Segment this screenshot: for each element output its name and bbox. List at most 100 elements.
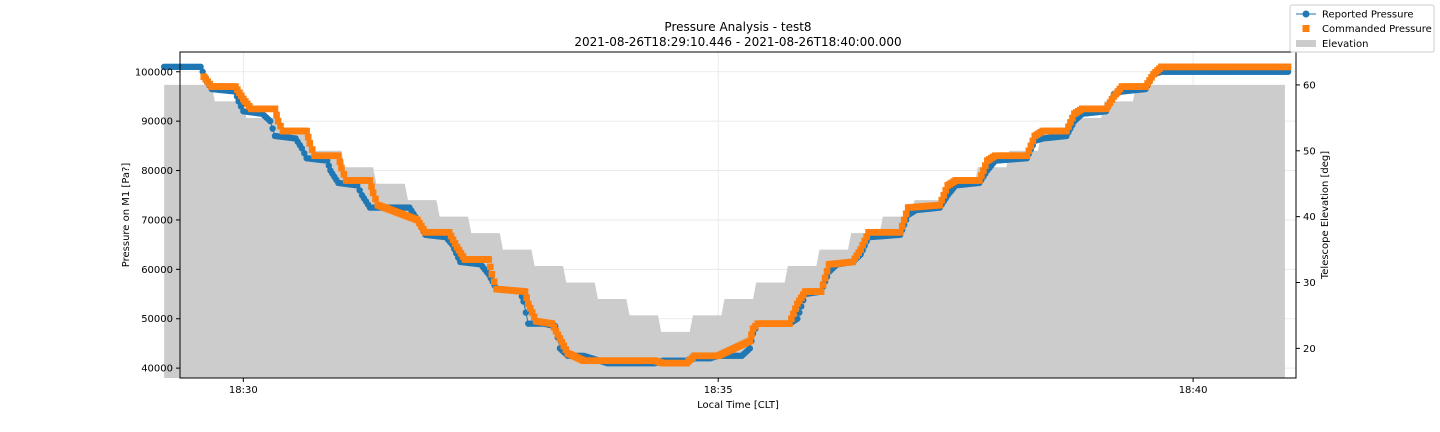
commanded-pressure-point (556, 335, 564, 342)
commanded-pressure-point (1029, 137, 1037, 145)
y-tick-label: 70000 (141, 215, 173, 226)
plot-frame (179, 51, 1297, 379)
commanded-pressure-point (548, 320, 556, 327)
commanded-pressure-point (485, 256, 492, 263)
commanded-pressure-point (978, 172, 985, 179)
commanded-pressure-point (558, 338, 566, 346)
commanded-pressure-point (896, 228, 904, 236)
commanded-pressure-point (560, 342, 568, 350)
y-tick-label: 40000 (141, 364, 173, 375)
y-tick-label: 50000 (141, 314, 173, 325)
y-axis-label: Pressure on M1 [Pa?] (121, 163, 132, 268)
y2-tick-label: 40 (1303, 212, 1316, 223)
commanded-pressure-point (490, 278, 498, 285)
commanded-pressure-point (338, 164, 345, 172)
commanded-pressure-point (334, 152, 342, 160)
y2-tick-label: 50 (1303, 146, 1316, 157)
commanded-pressure-point (340, 170, 348, 178)
commanded-pressure-point (746, 337, 754, 345)
commanded-pressure-point (306, 140, 314, 147)
commanded-pressure-point (524, 300, 532, 308)
commanded-pressure-point (980, 167, 987, 174)
legend-commanded-marker (1302, 25, 1310, 32)
legend-reported-label: Reported Pressure (1322, 10, 1414, 21)
reported-pressure-point (237, 103, 245, 110)
commanded-pressure-point (1023, 152, 1031, 160)
legend: Reported Pressure Commanded Pressure Ele… (1289, 4, 1435, 53)
commanded-pressure-point (942, 187, 950, 194)
elevation-area (164, 84, 1285, 378)
reported-pressure-point (199, 68, 206, 75)
commanded-pressure-point (817, 288, 825, 295)
commanded-pressure-point (451, 240, 459, 247)
reported-pressure-point (746, 345, 754, 352)
commanded-pressure-point (900, 216, 908, 224)
commanded-pressure-point (823, 267, 831, 275)
commanded-pressure-point (308, 146, 316, 153)
commanded-pressure-point (277, 122, 284, 130)
chart-subtitle: 2021-08-26T18:29:10.446 - 2021-08-26T18:… (574, 35, 901, 49)
reported-pressure-point (325, 162, 332, 169)
y2-tick-label: 20 (1303, 344, 1316, 355)
commanded-pressure-point (273, 111, 280, 119)
commanded-pressure-point (303, 127, 310, 135)
commanded-pressure-point (859, 241, 866, 249)
commanded-pressure-point (486, 263, 494, 271)
commanded-pressure-point (819, 281, 827, 289)
x-tick-label: 18:30 (229, 385, 258, 396)
commanded-pressure-point (526, 304, 534, 312)
commanded-pressure-point (857, 246, 864, 253)
commanded-pressure-point (861, 237, 868, 245)
commanded-pressure-point (372, 195, 379, 203)
commanded-pressure-point (1025, 147, 1033, 155)
commanded-pressure-point (274, 117, 282, 125)
y2-tick-label: 60 (1303, 80, 1316, 91)
elevation-area-layer (164, 84, 1285, 378)
commanded-pressure-point (530, 313, 538, 321)
legend-commanded-label: Commanded Pressure (1322, 24, 1432, 35)
reported-pressure-point (356, 187, 363, 194)
reported-pressure-point (354, 182, 361, 189)
reported-pressure-point (324, 157, 331, 164)
commanded-pressure-point (790, 310, 797, 318)
y-tick-label: 80000 (141, 166, 173, 177)
commanded-pressure-point (1284, 63, 1292, 71)
reported-pressure-point (197, 63, 204, 71)
reported-pressure-point (298, 145, 306, 152)
commanded-pressure-point (369, 189, 377, 197)
commanded-pressure-point (271, 105, 279, 113)
x-axis-label: Local Time [CLT] (697, 400, 779, 411)
commanded-pressure-point (488, 270, 496, 278)
commanded-pressure-point (748, 331, 755, 339)
reported-pressure-point (267, 117, 274, 125)
legend-reported-marker (1302, 10, 1310, 18)
y-tick-label: 60000 (141, 265, 173, 276)
reported-pressure-point (269, 125, 276, 132)
commanded-pressure-layer (200, 63, 1292, 367)
commanded-pressure-point (786, 320, 793, 327)
commanded-pressure-point (523, 294, 530, 302)
x-tick-label: 18:40 (1179, 385, 1208, 396)
y2-tick-label: 30 (1303, 278, 1316, 289)
commanded-pressure-point (336, 158, 344, 166)
commanded-pressure-point (1027, 142, 1035, 150)
reported-pressure-point (794, 315, 801, 322)
chart-title: Pressure Analysis - test8 (664, 20, 811, 34)
commanded-pressure-point (528, 309, 536, 316)
commanded-pressure-point (936, 201, 944, 209)
commanded-pressure-point (1063, 127, 1070, 135)
commanded-pressure-point (982, 162, 989, 169)
y-tick-label: 90000 (141, 117, 173, 128)
commanded-pressure-point (366, 177, 374, 184)
commanded-pressure-point (1065, 123, 1072, 131)
commanded-pressure-point (1067, 119, 1074, 126)
reported-pressure-point (301, 150, 308, 157)
commanded-pressure-point (938, 196, 946, 204)
commanded-pressure-point (788, 315, 795, 323)
commanded-pressure-point (304, 133, 312, 141)
reported-pressure-point (1284, 68, 1292, 75)
commanded-pressure-point (792, 305, 799, 313)
commanded-pressure-point (821, 274, 829, 282)
y-tick-label: 100000 (135, 67, 173, 78)
